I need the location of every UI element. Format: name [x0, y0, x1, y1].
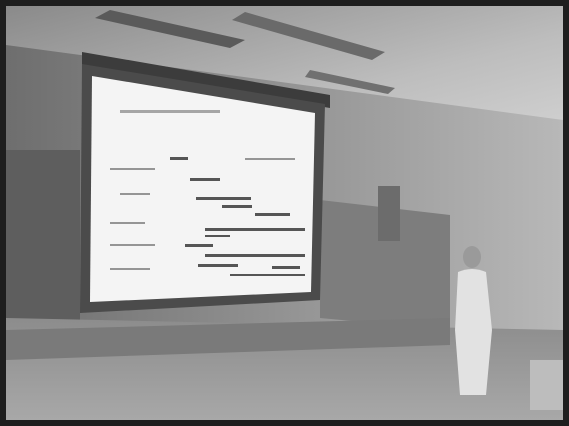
slide-line	[205, 254, 305, 257]
page: (() => { const data = JSON.parse(documen…	[0, 0, 569, 426]
slide-line	[205, 228, 305, 231]
slide-line	[255, 213, 290, 216]
podium	[530, 360, 563, 410]
slide-line	[120, 193, 150, 195]
slide-line	[110, 168, 155, 170]
slide-line	[170, 157, 188, 160]
slide-line	[190, 178, 220, 181]
slide-line	[245, 158, 295, 160]
photo	[0, 0, 569, 426]
slide-line	[120, 110, 220, 113]
slide-line	[272, 266, 300, 269]
slide-line	[205, 235, 230, 237]
slide-line	[222, 205, 252, 208]
slide-line	[110, 268, 150, 270]
slide-line	[185, 244, 213, 247]
slide-line	[198, 264, 238, 267]
person-head	[463, 246, 481, 268]
board	[6, 150, 80, 330]
slide-line	[196, 197, 251, 200]
slide-line	[110, 222, 145, 224]
person-body	[455, 269, 492, 395]
slide-line	[110, 244, 155, 246]
slide-line	[230, 274, 305, 276]
wall-panel	[378, 186, 400, 241]
